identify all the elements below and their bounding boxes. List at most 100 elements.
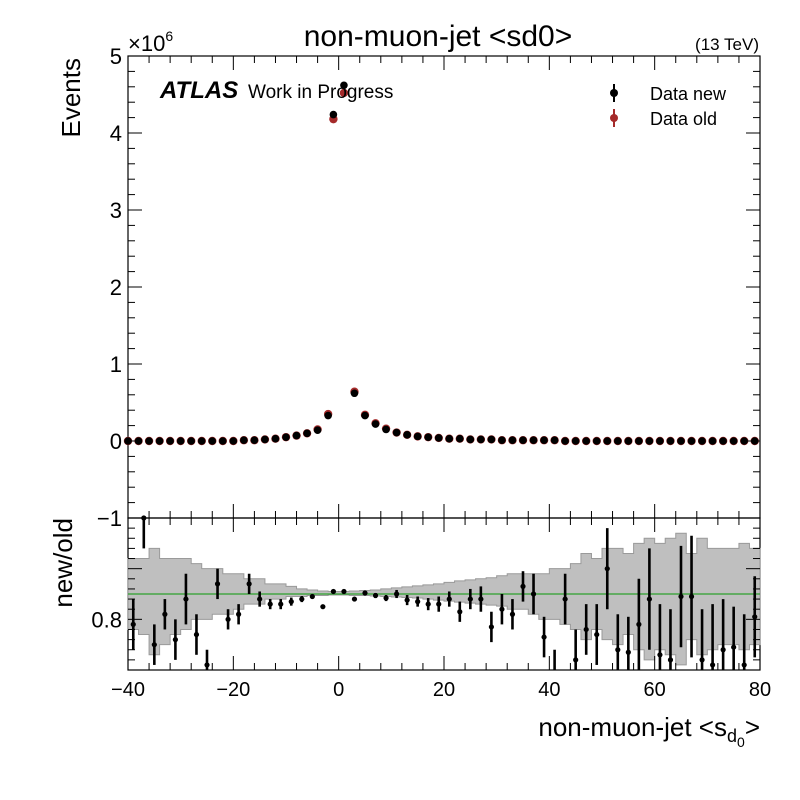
ratio-point	[257, 596, 263, 602]
ratio-point	[488, 624, 494, 630]
point-data-new	[698, 437, 706, 445]
point-data-new	[292, 431, 301, 440]
ratio-point	[394, 591, 400, 597]
y-axis-label-main: Events	[56, 58, 86, 138]
point-data-new	[271, 434, 280, 443]
ratio-point	[341, 588, 347, 595]
point-data-new	[361, 411, 369, 420]
y-exponent-label: ×106	[128, 28, 173, 56]
x-axis-label-end: >	[745, 712, 760, 742]
ratio-point	[288, 599, 294, 605]
ratio-point	[130, 621, 136, 628]
point-data-new	[282, 433, 290, 441]
atlas-sublabel: Work in Progress	[248, 82, 393, 103]
axis-tick-labels: −40 −20 0 20 40 60 80 −1 0 1 2 3 4 5 0.8	[91, 44, 771, 701]
ratio-point	[594, 631, 600, 638]
y-tick-label-main: 1	[110, 352, 122, 377]
point-data-new	[197, 437, 206, 445]
point-data-new	[687, 437, 696, 445]
ratio-point	[520, 583, 526, 590]
point-data-new	[434, 434, 443, 442]
x-tick-label: 20	[433, 679, 455, 701]
x-axis-label-subsub: 0	[737, 734, 745, 750]
point-data-new	[324, 411, 332, 420]
ratio-point	[636, 621, 642, 628]
point-data-new	[666, 437, 675, 445]
ratio-point	[509, 611, 516, 617]
point-data-new	[540, 436, 548, 445]
ratio-points	[130, 515, 758, 670]
ratio-point	[741, 662, 747, 668]
ratio-point	[172, 637, 178, 643]
ratio-point	[236, 611, 242, 617]
y-tick-label-main: 2	[110, 275, 122, 300]
ratio-point	[404, 597, 410, 603]
point-data-new	[424, 433, 433, 441]
legend-label-data-new: Data new	[650, 84, 727, 104]
ratio-point	[478, 596, 484, 602]
point-data-new	[155, 437, 164, 445]
point-data-new	[313, 426, 322, 435]
y-tick-label-main: 5	[110, 44, 122, 69]
point-data-new	[656, 437, 664, 445]
y-tick-label-main: 4	[110, 121, 122, 146]
y-tick-label-main: −1	[97, 506, 122, 531]
point-data-new	[456, 434, 464, 443]
ratio-point	[667, 657, 674, 663]
point-data-new	[250, 436, 259, 445]
point-data-new	[261, 435, 269, 444]
ratio-point	[415, 599, 421, 605]
ratio-point	[425, 601, 431, 607]
x-tick-label: 0	[333, 679, 344, 701]
point-data-new	[229, 437, 238, 445]
x-axis-label: non-muon-jet <sd0>	[538, 712, 760, 750]
ratio-point	[204, 662, 210, 668]
point-data-new	[550, 436, 559, 445]
point-data-new	[371, 420, 380, 428]
ratio-point	[162, 611, 168, 617]
point-data-new	[519, 436, 527, 445]
point-data-new	[477, 435, 485, 444]
ratio-uncertainty-band	[127, 532, 761, 666]
point-data-new	[350, 389, 359, 398]
point-data-new	[508, 436, 517, 445]
point-data-new	[529, 436, 538, 445]
point-data-new	[740, 437, 748, 445]
ratio-point	[309, 593, 315, 600]
point-data-new	[240, 436, 248, 445]
ratio-point	[278, 601, 284, 607]
ratio-point	[457, 609, 463, 615]
ratio-point	[141, 515, 147, 521]
ratio-point	[330, 588, 336, 595]
x-axis-label-sub: d	[727, 726, 737, 746]
ratio-point	[436, 601, 442, 607]
ratio-point	[151, 642, 157, 648]
ratio-point	[583, 626, 589, 633]
point-data-new	[592, 437, 601, 445]
y-exponent-power: 6	[165, 28, 173, 44]
point-data-new	[614, 437, 622, 445]
point-data-new	[445, 434, 454, 443]
point-data-old	[339, 88, 349, 98]
x-tick-label: 60	[644, 679, 666, 701]
point-data-new	[487, 435, 496, 444]
ratio-point	[625, 649, 631, 655]
ratio-point	[183, 596, 189, 602]
ratio-point	[604, 566, 610, 572]
point-data-new	[677, 437, 685, 445]
point-data-new	[582, 437, 590, 445]
x-tick-label: 80	[749, 679, 771, 701]
ratio-point	[678, 593, 684, 600]
point-data-new	[382, 425, 390, 434]
point-data-new	[303, 429, 311, 438]
ratio-point	[573, 657, 579, 663]
ratio-point	[731, 644, 737, 650]
point-data-new	[176, 437, 185, 445]
y-tick-label-ratio: 0.8	[91, 607, 122, 632]
ratio-point	[383, 595, 389, 601]
y-tick-label-main: 3	[110, 198, 122, 223]
ratio-point	[246, 581, 252, 587]
point-data-new	[166, 437, 174, 445]
point-data-new	[498, 436, 506, 445]
y-exponent-base: ×10	[128, 31, 165, 56]
